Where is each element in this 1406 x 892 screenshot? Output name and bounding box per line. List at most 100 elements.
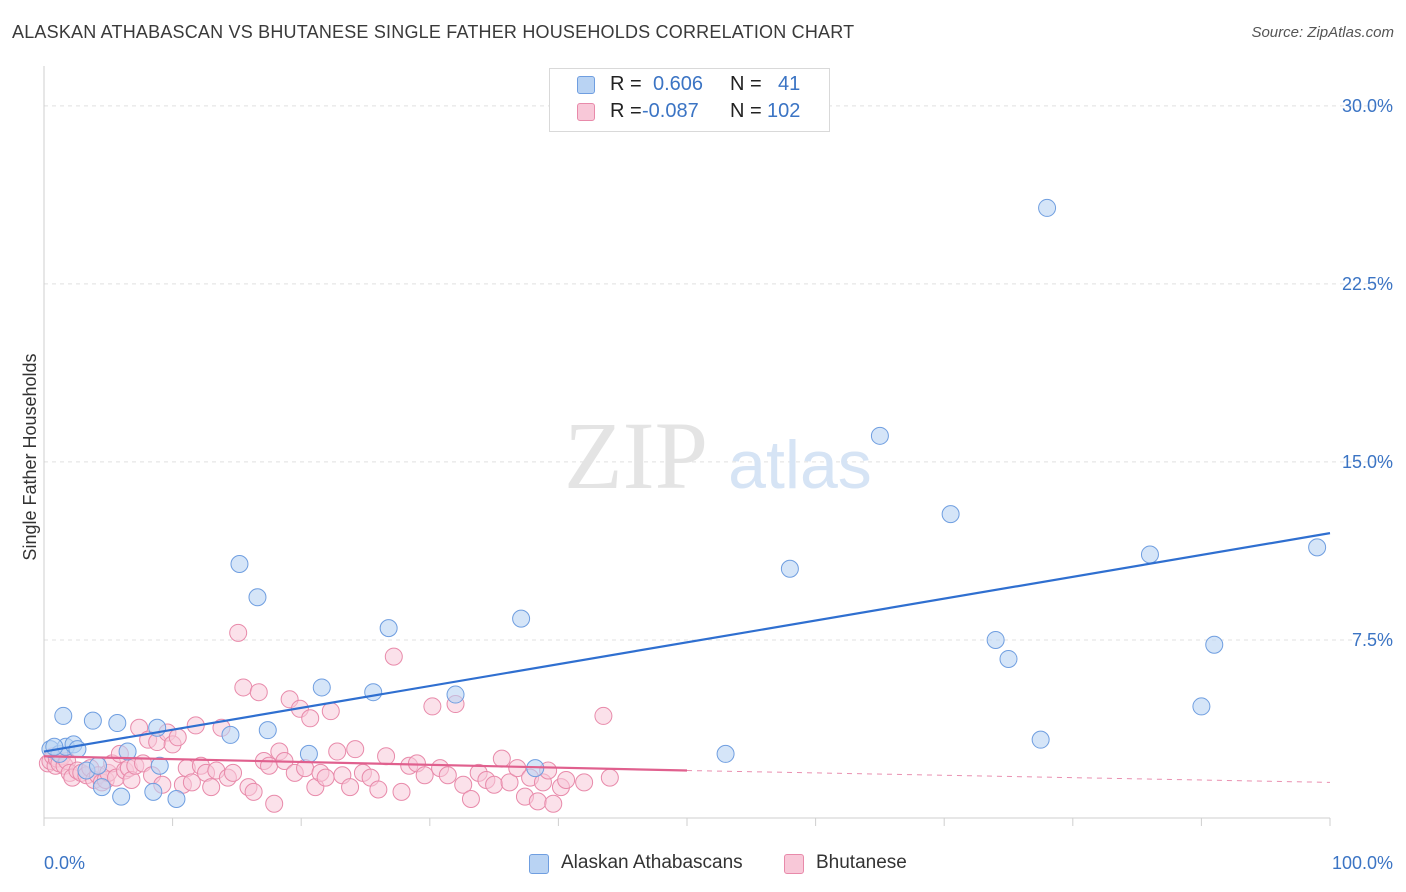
legend-r-value: 0.606: [653, 73, 704, 95]
alaskan-athabascan-point: [512, 609, 531, 628]
bhutanese-trend-line: [43, 755, 688, 772]
bhutanese-point: [377, 747, 396, 766]
legend-swatch-blue: [577, 76, 595, 94]
legend-swatch-pink: [577, 103, 595, 121]
legend-n-label: N =: [730, 100, 762, 122]
bhutanese-point: [415, 766, 434, 785]
alaskan-athabascan-point: [89, 756, 108, 775]
correlation-legend: R = 0.606 N = 41 R = -0.087 N = 102: [549, 68, 830, 132]
bhutanese-point: [260, 756, 279, 775]
alaskan-athabascan-point: [45, 737, 64, 756]
bhutanese-point: [454, 775, 473, 794]
trend-lines: [43, 532, 1331, 783]
bhutanese-point: [500, 773, 519, 792]
bhutanese-point: [346, 740, 365, 759]
bhutanese-point: [392, 782, 411, 801]
alaskan-athabascan-point: [941, 505, 960, 524]
bhutanese-point: [224, 763, 243, 782]
bhutanese-point: [557, 771, 576, 790]
legend-n-label: N =: [730, 73, 762, 95]
bhutanese-point: [234, 678, 253, 697]
alaskan-athabascan-point: [1308, 538, 1327, 557]
bhutanese-point: [301, 709, 320, 728]
alaskan-athabascan-point: [364, 683, 383, 702]
alaskan-athabascan-point: [299, 744, 318, 763]
y-tick-label: 22.5%: [1342, 274, 1393, 294]
bhutanese-point: [244, 782, 263, 801]
alaskan-athabascan-point: [1031, 730, 1050, 749]
bhutanese-point: [168, 728, 187, 747]
alaskan-athabascan-point: [1205, 635, 1224, 654]
alaskan-athabascan-point: [54, 706, 73, 725]
alaskan-athabascan-point: [92, 778, 111, 797]
series-legend: Alaskan Athabascans Bhutanese: [0, 852, 1406, 878]
bhutanese-point: [544, 794, 563, 813]
alaskan-athabascan-point: [144, 782, 163, 801]
legend-row-bhutanese: R = -0.087 N = 102: [550, 100, 829, 126]
bhutanese-point: [594, 706, 613, 725]
bhutanese-point: [575, 773, 594, 792]
series-label-bhutanese: Bhutanese: [816, 852, 907, 873]
alaskan-athabascan-point: [230, 555, 249, 574]
alaskan-athabascan-point: [999, 649, 1018, 668]
x-tick-labels: 0.0% 100.0%: [44, 853, 1393, 873]
series-swatch-pink: [784, 854, 804, 874]
y-tick-label: 15.0%: [1342, 452, 1393, 472]
x-tick-label: 100.0%: [1332, 853, 1393, 873]
bhutanese-point: [369, 780, 388, 799]
alaskan-athabascan-point: [379, 619, 398, 638]
alaskan-athabascan-point: [1140, 545, 1159, 564]
bhutanese-point: [316, 768, 335, 787]
source-label: Source: ZipAtlas.com: [1251, 24, 1394, 41]
bhutanese-point: [229, 623, 248, 642]
legend-row-alaskan: R = 0.606 N = 41: [550, 73, 829, 99]
alaskan-athabascan-point: [112, 787, 131, 806]
bhutanese-point: [485, 775, 504, 794]
bhutanese-point: [202, 778, 221, 797]
bhutanese-point: [321, 702, 340, 721]
legend-n-value: 41: [778, 73, 801, 95]
y-tick-label: 30.0%: [1342, 96, 1393, 116]
bhutanese-point: [328, 742, 347, 761]
legend-r-value: -0.087: [642, 100, 699, 122]
axes: [43, 66, 1331, 826]
bhutanese-point: [438, 766, 457, 785]
bhutanese-points: [38, 623, 619, 813]
y-tick-label: 7.5%: [1352, 630, 1393, 650]
alaskan-athabascan-point: [221, 725, 240, 744]
bhutanese-point: [492, 749, 511, 768]
alaskan-athabascan-point: [150, 756, 169, 775]
alaskan-athabascan-point: [716, 744, 735, 763]
alaskan-athabascan-point: [446, 685, 465, 704]
bhutanese-point: [249, 683, 268, 702]
bhutanese-point: [461, 790, 480, 809]
x-tick-label: 0.0%: [44, 853, 85, 873]
alaskan-athabascan-point: [248, 588, 267, 607]
bhutanese-point: [600, 768, 619, 787]
bhutanese-trend-extension: [686, 770, 1331, 783]
series-label-alaskan: Alaskan Athabascans: [561, 852, 743, 873]
alaskan-trend-line: [43, 532, 1331, 753]
alaskan-athabascan-point: [258, 721, 277, 740]
alaskan-athabascan-point: [870, 426, 889, 445]
legend-r-label: R =: [610, 73, 642, 95]
bhutanese-point: [508, 759, 527, 778]
alaskan-athabascan-point: [1192, 697, 1211, 716]
bhutanese-point: [423, 697, 442, 716]
alaskan-athabascan-point: [1038, 198, 1057, 217]
y-axis-label: Single Father Households: [20, 353, 40, 560]
legend-n-value: 102: [767, 100, 801, 122]
alaskan-athabascan-point: [118, 742, 137, 761]
bhutanese-point: [528, 792, 547, 811]
bhutanese-point: [384, 647, 403, 666]
y-tick-labels: 7.5% 15.0% 22.5% 30.0%: [1342, 96, 1393, 650]
watermark: ZIP atlas: [564, 402, 872, 509]
alaskan-athabascan-point: [167, 790, 186, 809]
watermark-zip: ZIP: [564, 402, 708, 509]
chart-title: ALASKAN ATHABASCAN VS BHUTANESE SINGLE F…: [12, 22, 855, 42]
series-swatch-blue: [529, 854, 549, 874]
alaskan-athabascan-point: [312, 678, 331, 697]
alaskan-athabascan-point: [986, 630, 1005, 649]
alaskan-athabascan-point: [83, 711, 102, 730]
